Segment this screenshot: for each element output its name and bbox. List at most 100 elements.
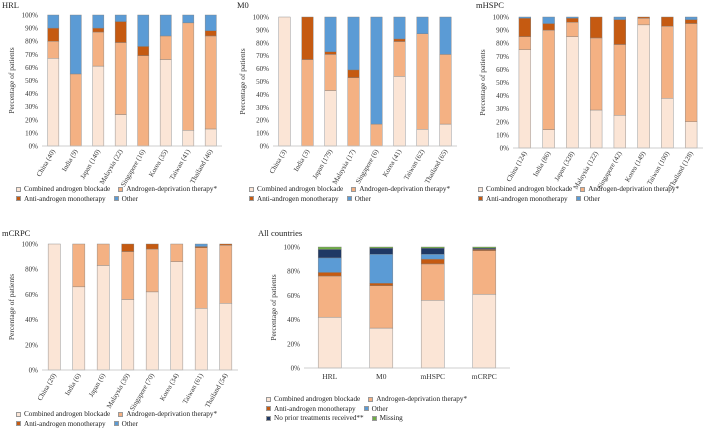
- panel-title: mHSPC: [476, 0, 504, 10]
- x-tick-label: HRL: [322, 372, 337, 381]
- bar-segment-aam: [518, 18, 532, 37]
- x-tick-label: China (20): [36, 371, 58, 402]
- bar-segment-adt: [317, 275, 342, 318]
- panel-title: HRL: [2, 0, 19, 10]
- y-tick-label: 20%: [287, 340, 300, 348]
- y-axis-label: Percentage of patients: [7, 47, 16, 113]
- y-tick-label: 100%: [284, 244, 301, 252]
- y-tick-label: 30%: [256, 104, 269, 112]
- x-tick-label: China (124): [505, 149, 529, 183]
- bar-segment-adt: [566, 22, 579, 37]
- bar-segment-other: [159, 14, 172, 37]
- legend-item-aam: Anti-androgen monotherapy: [249, 195, 339, 205]
- y-tick-label: 70%: [256, 52, 269, 60]
- x-tick-label: M0: [376, 372, 387, 381]
- legend-label: Other: [121, 419, 139, 428]
- bar-segment-adt: [661, 25, 674, 99]
- legend-label: Androgen-deprivation therapy*: [126, 185, 218, 193]
- bar-segment-adt: [72, 243, 86, 288]
- x-tick-label: Singapore (6): [354, 147, 380, 185]
- y-tick-label: 20%: [25, 116, 38, 124]
- bar-segment-cab: [47, 243, 61, 371]
- y-tick-label: 50%: [496, 79, 509, 87]
- bar-segment-cab: [114, 114, 127, 147]
- bar-segment-aam: [204, 30, 217, 37]
- bar-segment-cab: [170, 261, 184, 371]
- bar-segment-missing: [420, 246, 445, 249]
- bar-segment-other: [347, 16, 360, 71]
- legend-item-other: Other: [575, 195, 600, 205]
- bar-segment-aam: [114, 21, 127, 43]
- bar-segment-aam: [145, 243, 159, 250]
- legend-label: Androgen-deprivation therapy*: [359, 185, 451, 193]
- legend-swatch-none: [266, 415, 271, 421]
- bar-segment-aam: [301, 16, 314, 60]
- legend-swatch-other: [113, 196, 119, 202]
- legend-item-other: Other: [363, 405, 388, 415]
- legend-mhspc: Combined androgen blockade Androgen-depri…: [478, 185, 687, 204]
- bar-segment-cab: [589, 109, 603, 149]
- bar-segment-adt: [589, 37, 603, 111]
- legend-label: Combined androgen blockade: [257, 185, 344, 193]
- y-tick-label: 0%: [291, 365, 301, 373]
- legend-label: Androgen-deprivation therapy*: [376, 395, 468, 403]
- x-tick-label: Thailand (54): [203, 371, 229, 409]
- y-tick-label: 40%: [496, 92, 509, 100]
- y-tick-label: 40%: [256, 91, 269, 99]
- bar-segment-cab: [204, 128, 217, 147]
- legend-label: Combined androgen blockade: [24, 185, 111, 193]
- legend-swatch-other: [363, 406, 369, 412]
- bar-segment-adt: [347, 77, 360, 147]
- y-tick-label: 90%: [256, 26, 269, 34]
- bar-segment-aam: [637, 16, 650, 19]
- legend-item-adt: Androgen-deprivation therapy*: [580, 185, 679, 195]
- x-tick-label: Taiwan (100): [645, 149, 671, 186]
- x-tick-label: Korea (41): [381, 147, 404, 178]
- bar-segment-aam: [661, 16, 674, 27]
- panel-title: mCRPC: [2, 228, 31, 238]
- bar-segment-adt: [159, 35, 172, 60]
- y-tick-label: 30%: [25, 103, 38, 111]
- panel-hrl: HRL 0% 10% 20% 30% 40% 50% 60% 70% 80% 90% 100% Per…: [2, 0, 230, 215]
- bar-segment-missing: [472, 246, 497, 249]
- legend-item-other: Other: [113, 419, 139, 430]
- bar-segment-adt: [170, 243, 184, 262]
- bar-segment-cab: [96, 265, 110, 371]
- bar-segment-adt: [518, 36, 532, 50]
- legend-label: Anti-androgen monotherapy: [24, 194, 106, 203]
- legend-swatch-cab: [16, 411, 21, 417]
- x-tick-label: China (3): [268, 147, 289, 175]
- y-tick-label: 60%: [25, 291, 38, 299]
- bar-segment-cab: [566, 36, 579, 149]
- legend-item-cab: Combined androgen blockade: [266, 395, 360, 405]
- legend-swatch-adt: [368, 396, 374, 402]
- legend-label: Missing: [379, 414, 403, 422]
- legend-label: Androgen-deprivation therapy*: [126, 410, 218, 418]
- y-tick-label: 60%: [496, 66, 509, 74]
- legend-label: Other: [121, 194, 139, 203]
- legend-swatch-adt: [351, 186, 357, 192]
- x-tick-label: Taiwan (61): [181, 371, 205, 405]
- legend-hrl: Combined androgen blockade Androgen-depri…: [16, 185, 225, 204]
- bar-segment-cab: [661, 98, 674, 149]
- x-tick-label: mCRPC: [472, 372, 497, 381]
- bar-segment-other: [369, 254, 394, 284]
- bar-segment-cab: [182, 130, 195, 147]
- bar-segment-aam: [613, 19, 627, 45]
- bar-segment-adt: [145, 248, 159, 293]
- bar-segment-other: [69, 14, 82, 75]
- y-tick-label: 60%: [25, 64, 38, 72]
- y-tick-label: 80%: [25, 266, 38, 274]
- x-tick-label: Japan (179): [311, 147, 335, 180]
- bar-segment-other: [114, 14, 127, 22]
- bar-segment-none: [369, 248, 394, 255]
- bar-segment-adt: [324, 54, 337, 91]
- y-tick-label: 40%: [25, 90, 38, 98]
- legend-item-cab: Combined androgen blockade: [478, 185, 572, 195]
- y-tick-label: 50%: [25, 77, 38, 85]
- panel-all-countries: All countries 0% 20% 40% 60% 80% 100% Percenta…: [258, 228, 518, 434]
- legend-swatch-other: [113, 421, 119, 427]
- x-tick-label: Taiwan (41): [168, 147, 192, 181]
- chart-m0: 0% 10% 20% 30% 40% 50% 60% 70% 80% 90% 100% Percent…: [238, 14, 457, 186]
- bar-segment-adt: [47, 41, 60, 59]
